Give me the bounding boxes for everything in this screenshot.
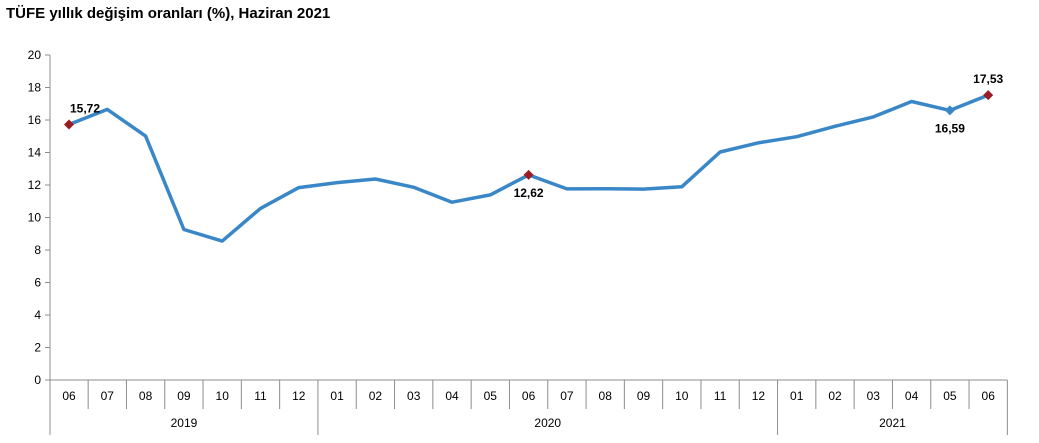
y-tick-label: 4 [34, 308, 41, 322]
y-tick-label: 16 [28, 113, 42, 127]
year-label: 2019 [171, 416, 198, 430]
data-label: 12,62 [514, 186, 544, 200]
x-tick-label: 12 [752, 389, 766, 403]
data-point-marker [64, 119, 74, 130]
x-tick-label: 03 [867, 389, 881, 403]
year-label: 2021 [879, 416, 906, 430]
y-tick-label: 14 [28, 146, 42, 160]
data-label: 15,72 [70, 102, 100, 116]
x-tick-label: 03 [407, 389, 421, 403]
x-tick-label: 06 [982, 389, 996, 403]
x-tick-label: 08 [599, 389, 613, 403]
data-point-marker [523, 169, 534, 180]
y-tick-label: 20 [28, 48, 42, 62]
x-tick-label: 11 [714, 389, 727, 403]
x-tick-label: 01 [330, 389, 344, 403]
x-tick-label: 12 [292, 389, 306, 403]
x-tick-label: 10 [216, 389, 230, 403]
x-tick-label: 11 [254, 389, 267, 403]
x-tick-label: 08 [139, 389, 153, 403]
series-line [67, 93, 990, 243]
label-layer: 15,72 12,62 16,59 17,53 [70, 72, 1004, 200]
y-tick-label: 8 [34, 243, 41, 257]
x-tick-label: 06 [522, 389, 536, 403]
y-tick-label: 6 [34, 276, 41, 290]
x-tick-label: 09 [177, 389, 191, 403]
y-tick-label: 12 [28, 178, 42, 192]
y-tick-label: 10 [28, 211, 42, 225]
data-label: 16,59 [935, 121, 965, 135]
x-tick-label: 01 [790, 389, 804, 403]
x-tick-label: 05 [484, 389, 498, 403]
x-tick-label: 06 [62, 389, 76, 403]
x-tick-label: 04 [445, 389, 459, 403]
x-tick-label: 09 [637, 389, 651, 403]
chart-title: TÜFE yıllık değişim oranları (%), Hazira… [6, 5, 331, 22]
x-tick-label: 05 [943, 389, 957, 403]
data-point-marker [944, 105, 955, 116]
x-tick-label: 07 [101, 389, 115, 403]
y-axis: 0 2 4 6 8 10 12 14 16 18 20 [28, 48, 51, 387]
x-tick-label: 02 [369, 389, 383, 403]
data-label: 17,53 [973, 72, 1003, 86]
y-tick-label: 2 [34, 341, 41, 355]
x-tick-label: 02 [828, 389, 842, 403]
y-tick-label: 18 [28, 81, 42, 95]
year-label: 2020 [534, 416, 561, 430]
x-axis: 06 07 08 09 10 11 12 01 02 03 04 05 06 07 08 09 10 11 12 01… [49, 379, 1008, 435]
data-point-marker [983, 90, 994, 101]
y-tick-label: 0 [34, 373, 41, 387]
marker-layer [64, 90, 994, 180]
x-tick-label: 10 [675, 389, 689, 403]
x-tick-label: 07 [560, 389, 574, 403]
x-tick-label: 04 [905, 389, 919, 403]
series-layer [67, 93, 990, 243]
